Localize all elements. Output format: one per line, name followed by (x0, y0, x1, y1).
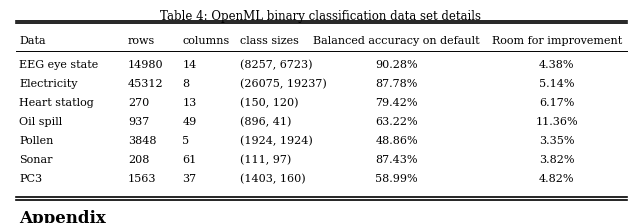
Text: Electricity: Electricity (19, 79, 77, 89)
Text: 3.35%: 3.35% (539, 136, 575, 146)
Text: 11.36%: 11.36% (536, 117, 578, 127)
Text: (111, 97): (111, 97) (240, 155, 291, 165)
Text: rows: rows (128, 36, 156, 46)
Text: 937: 937 (128, 117, 149, 127)
Text: 63.22%: 63.22% (376, 117, 418, 127)
Text: (8257, 6723): (8257, 6723) (240, 60, 312, 70)
Text: (150, 120): (150, 120) (240, 98, 298, 108)
Text: 87.43%: 87.43% (376, 155, 418, 165)
Text: 5.14%: 5.14% (539, 79, 575, 89)
Text: Appendix: Appendix (19, 210, 106, 223)
Text: columns: columns (182, 36, 230, 46)
Text: 48.86%: 48.86% (376, 136, 418, 146)
Text: class sizes: class sizes (240, 36, 299, 46)
Text: (896, 41): (896, 41) (240, 117, 291, 127)
Text: (1924, 1924): (1924, 1924) (240, 136, 313, 146)
Text: Room for improvement: Room for improvement (492, 36, 622, 46)
Text: PC3: PC3 (19, 174, 42, 184)
Text: (26075, 19237): (26075, 19237) (240, 79, 327, 89)
Text: Pollen: Pollen (19, 136, 54, 146)
Text: 61: 61 (182, 155, 196, 165)
Text: 5: 5 (182, 136, 189, 146)
Text: 208: 208 (128, 155, 149, 165)
Text: 14980: 14980 (128, 60, 164, 70)
Text: 4.82%: 4.82% (539, 174, 575, 184)
Text: 90.28%: 90.28% (376, 60, 418, 70)
Text: 58.99%: 58.99% (376, 174, 418, 184)
Text: 13: 13 (182, 98, 196, 108)
Text: Data: Data (19, 36, 46, 46)
Text: Sonar: Sonar (19, 155, 52, 165)
Text: 49: 49 (182, 117, 196, 127)
Text: Table 4: OpenML binary classification data set details: Table 4: OpenML binary classification da… (159, 10, 481, 23)
Text: 37: 37 (182, 174, 196, 184)
Text: 3.82%: 3.82% (539, 155, 575, 165)
Text: 6.17%: 6.17% (539, 98, 575, 108)
Text: 79.42%: 79.42% (376, 98, 418, 108)
Text: Heart statlog: Heart statlog (19, 98, 94, 108)
Text: EEG eye state: EEG eye state (19, 60, 99, 70)
Text: 4.38%: 4.38% (539, 60, 575, 70)
Text: 270: 270 (128, 98, 149, 108)
Text: 1563: 1563 (128, 174, 157, 184)
Text: (1403, 160): (1403, 160) (240, 174, 306, 184)
Text: 87.78%: 87.78% (376, 79, 418, 89)
Text: 3848: 3848 (128, 136, 157, 146)
Text: 14: 14 (182, 60, 196, 70)
Text: 8: 8 (182, 79, 189, 89)
Text: Oil spill: Oil spill (19, 117, 63, 127)
Text: 45312: 45312 (128, 79, 164, 89)
Text: Balanced accuracy on default: Balanced accuracy on default (314, 36, 480, 46)
